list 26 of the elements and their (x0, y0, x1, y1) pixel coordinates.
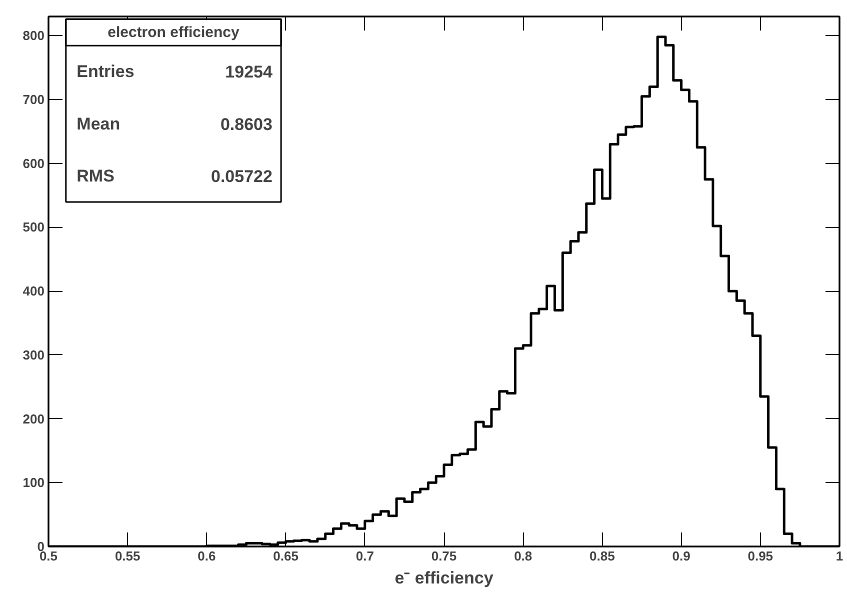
x-tick-label: 0.8 (514, 548, 532, 564)
y-tick-label: 800 (22, 28, 45, 44)
x-axis-title: e⁻ efficiency (394, 568, 494, 588)
x-tick-label: 0.9 (672, 548, 690, 564)
x-tick-label: 0.85 (590, 548, 615, 564)
x-tick-label: 0.6 (198, 548, 216, 564)
annotation: Entries (76, 62, 134, 82)
y-tick-label: 100 (22, 475, 45, 490)
annotation: RMS (76, 166, 114, 186)
annotation: 19254 (225, 62, 273, 82)
x-tick-label: 0.65 (273, 548, 298, 564)
x-tick-label: 0.7 (356, 548, 374, 564)
x-tick-label: 0.95 (748, 548, 774, 564)
x-tick-label: 1 (836, 548, 844, 564)
y-tick-label: 200 (22, 411, 45, 426)
y-tick-label: 500 (22, 220, 45, 235)
y-tick-label: 400 (22, 284, 45, 299)
x-tick-label: 0.75 (431, 548, 457, 564)
y-tick-label: 700 (22, 92, 45, 108)
annotation: Mean (76, 114, 120, 134)
annotation: 0.05722 (210, 166, 272, 186)
annotation: 0.8603 (220, 114, 272, 134)
y-tick-label: 300 (22, 347, 45, 362)
x-tick-label: 0.55 (114, 548, 140, 564)
y-tick-label: 600 (22, 156, 45, 171)
text: electron efficiency (108, 24, 240, 41)
